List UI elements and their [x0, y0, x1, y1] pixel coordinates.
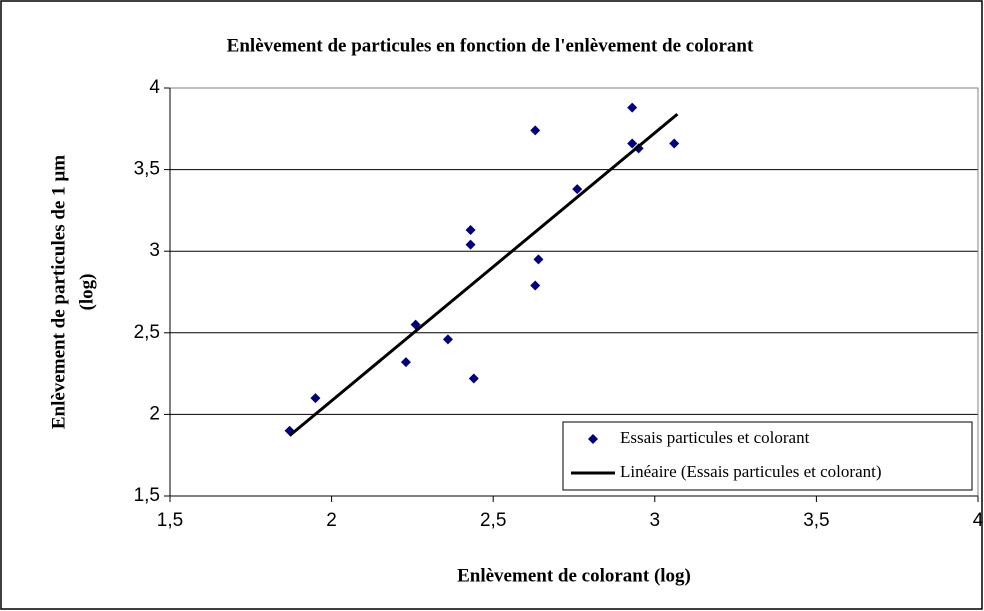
data-point	[442, 334, 453, 345]
y-axis-title: Enlèvement de particules de 1 µm	[48, 155, 69, 429]
x-tick-label: 4	[973, 510, 984, 531]
x-tick-label: 3,5	[803, 510, 829, 531]
data-point	[465, 224, 476, 235]
data-point	[627, 102, 638, 113]
y-tick-label: 2,5	[134, 322, 160, 343]
data-point	[669, 138, 680, 149]
x-tick-label: 2,5	[480, 510, 506, 531]
y-axis-title: (log)	[76, 274, 97, 311]
legend	[562, 421, 973, 491]
data-point	[400, 357, 411, 368]
legend-label: Essais particules et colorant	[620, 428, 810, 447]
x-tick-label: 2	[326, 510, 337, 531]
data-point	[572, 184, 583, 195]
trend-line	[288, 112, 679, 437]
legend-label: Linéaire (Essais particules et colorant)	[620, 462, 882, 481]
data-point	[530, 125, 541, 136]
legend-swatch	[588, 434, 598, 444]
data-point	[468, 373, 479, 384]
y-tick-label: 1,5	[134, 485, 160, 506]
data-point	[530, 280, 541, 291]
x-tick-label: 1,5	[157, 510, 183, 531]
data-point	[465, 239, 476, 250]
chart-title: Enlèvement de particules en fonction de …	[227, 35, 754, 56]
x-axis-title: Enlèvement de colorant (log)	[457, 565, 691, 586]
y-tick-label: 3,5	[134, 159, 160, 180]
x-tick-label: 3	[650, 510, 661, 531]
data-point	[310, 393, 321, 404]
data-point	[627, 138, 638, 149]
y-tick-label: 2	[149, 403, 160, 424]
y-tick-label: 3	[149, 240, 160, 261]
y-tick-label: 4	[149, 77, 160, 98]
data-point	[533, 254, 544, 265]
